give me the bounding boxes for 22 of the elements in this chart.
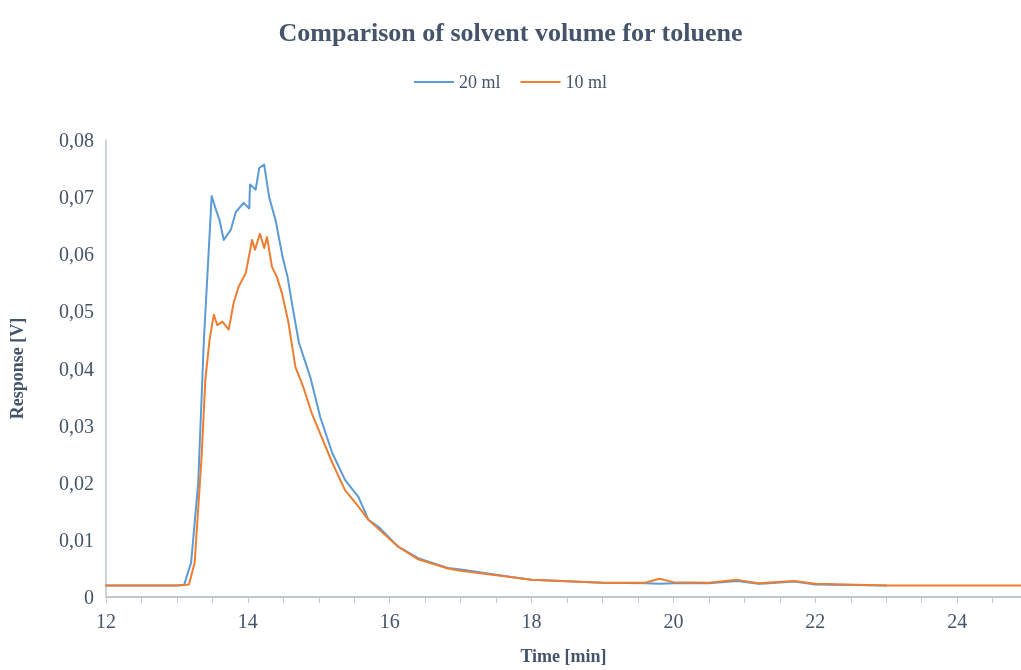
- y-tick-label: 0,06: [59, 243, 94, 266]
- x-tick-label: 22: [805, 610, 826, 632]
- x-tick-label: 24: [947, 610, 968, 632]
- y-tick-label: 0,01: [59, 528, 94, 551]
- x-tick-label: 12: [96, 610, 116, 632]
- x-tick-label: 20: [663, 610, 684, 632]
- x-tick-label: 18: [521, 610, 542, 632]
- x-tick-label: 16: [379, 610, 400, 632]
- x-axis-title: Time [min]: [520, 646, 607, 666]
- y-tick-label: 0,03: [59, 414, 94, 437]
- y-tick-label: 0,07: [59, 186, 94, 209]
- chart-title: Comparison of solvent volume for toluene: [278, 17, 743, 47]
- y-tick-label: 0,05: [59, 300, 94, 323]
- y-tick-label: 0: [84, 586, 94, 608]
- line-series: [105, 232, 1021, 587]
- x-tick-label: 14: [237, 610, 258, 632]
- y-tick-label: 0,02: [59, 471, 94, 494]
- legend-label: 10 ml: [565, 72, 608, 92]
- y-tick-label: 0,04: [59, 357, 94, 380]
- y-tick-label: 0,08: [59, 129, 94, 151]
- y-axis-title: Response [V]: [7, 317, 27, 420]
- legend-label: 20 ml: [459, 72, 501, 92]
